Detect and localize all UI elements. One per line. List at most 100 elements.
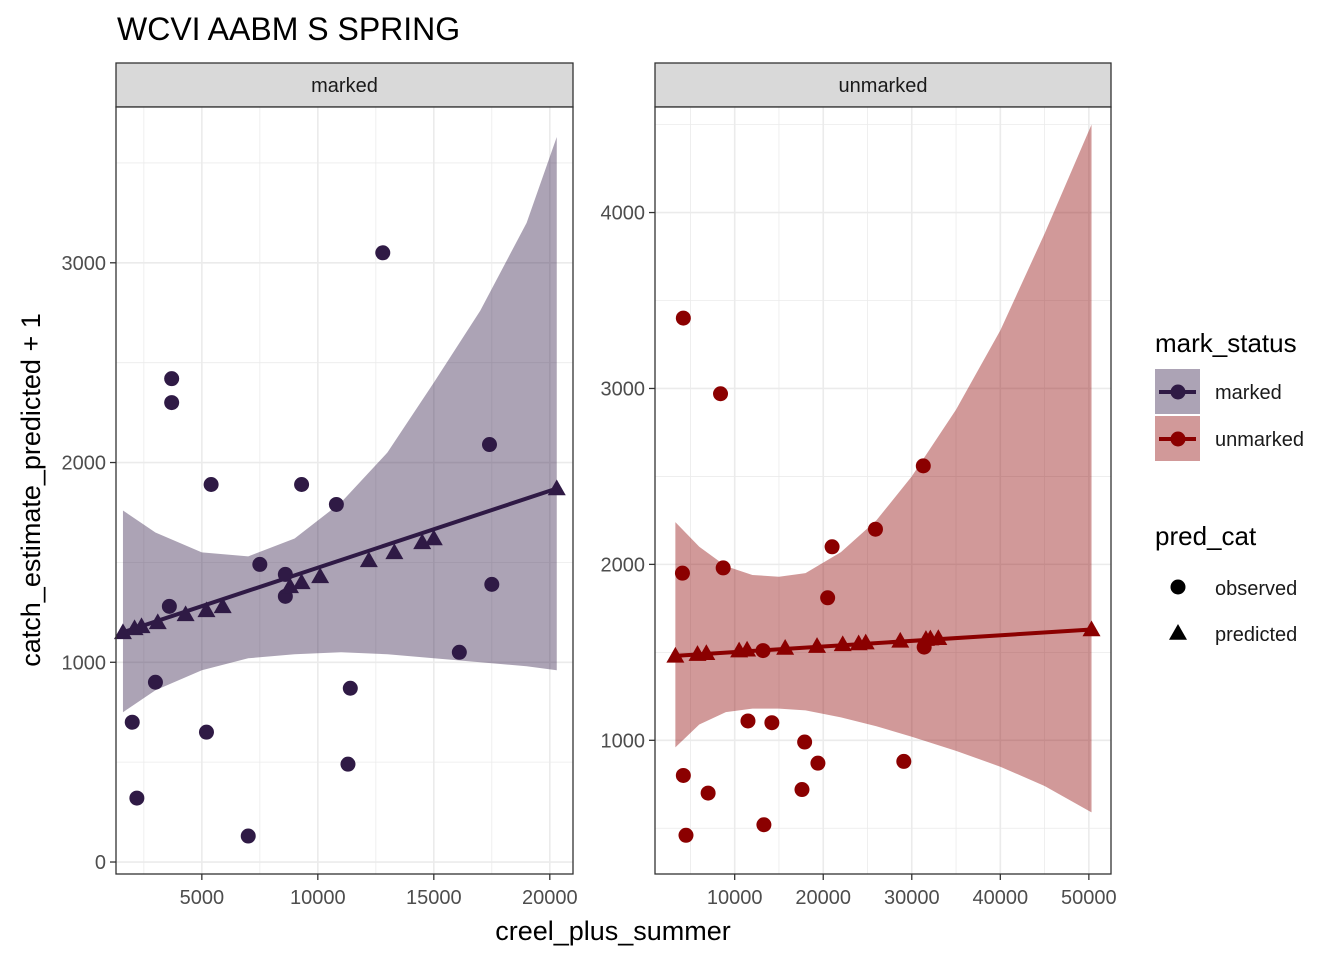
observed-point: [810, 755, 826, 771]
legend-label: unmarked: [1215, 429, 1304, 451]
predicted-point: [213, 597, 232, 614]
observed-point: [124, 714, 140, 730]
observed-point: [755, 643, 771, 659]
y-tick-label: 1000: [62, 652, 107, 674]
strip-bg: [654, 62, 1112, 108]
predicted-point: [176, 605, 195, 622]
legend-key-circle: [1170, 579, 1186, 595]
observed-point: [678, 827, 694, 843]
chart-title: WCVI AABM S SPRING: [117, 11, 460, 47]
legend-label: predicted: [1215, 624, 1297, 646]
x-tick-label: 5000: [180, 887, 225, 909]
strip-label: marked: [311, 75, 378, 97]
predicted-points: [666, 620, 1101, 663]
observed-point: [203, 477, 219, 493]
legend-entry-unmarked: unmarked: [1155, 416, 1304, 461]
observed-point: [328, 496, 344, 512]
observed-point: [277, 566, 293, 582]
predicted-point: [891, 631, 910, 648]
observed-point: [764, 715, 780, 731]
observed-point: [797, 734, 813, 750]
legend-title-shape: pred_cat: [1155, 521, 1257, 551]
legend-title-color: mark_status: [1155, 328, 1297, 358]
y-tick-label: 3000: [601, 378, 646, 400]
predicted-point: [311, 567, 330, 584]
y-tick-label: 2000: [601, 554, 646, 576]
x-tick-label: 20000: [795, 887, 851, 909]
legend-label: marked: [1215, 382, 1282, 404]
observed-point: [340, 756, 356, 772]
predicted-point: [929, 629, 948, 646]
y-tick-label: 3000: [62, 253, 107, 275]
x-tick-label: 50000: [1061, 887, 1117, 909]
y-tick-label: 2000: [62, 453, 107, 475]
legend-entry-observed: observed: [1170, 578, 1297, 600]
predicted-point: [1082, 620, 1101, 637]
observed-point: [700, 785, 716, 801]
strip-label: unmarked: [839, 75, 928, 97]
panel-marked: marked 5000 10000 15000 20000 0 1000 2000 3000: [62, 62, 578, 909]
observed-point: [674, 565, 690, 581]
legend-key-triangle: [1169, 624, 1187, 640]
predicted-point: [385, 543, 404, 560]
legend-label: observed: [1215, 578, 1297, 600]
observed-point: [740, 713, 756, 729]
legend-key-point: [1170, 431, 1186, 447]
predicted-point: [424, 529, 443, 546]
x-tick-label: 15000: [406, 887, 462, 909]
observed-points: [674, 310, 932, 843]
observed-point: [481, 437, 497, 453]
observed-point: [713, 386, 729, 402]
observed-point: [198, 724, 214, 740]
legend-key-point: [1170, 384, 1186, 400]
predicted-point: [547, 479, 566, 496]
y-tick-label: 4000: [601, 203, 646, 225]
x-tick-label: 30000: [884, 887, 940, 909]
observed-point: [867, 521, 883, 537]
observed-point: [342, 680, 358, 696]
predicted-point: [413, 533, 432, 550]
predicted-point: [197, 601, 216, 618]
panel-unmarked: unmarked 10000 20000 30000 40000 50000 1000 200…: [601, 62, 1117, 909]
gridlines: [655, 107, 1111, 874]
predicted-point: [292, 573, 311, 590]
legend-entry-predicted: predicted: [1169, 624, 1297, 646]
panel-border: [115, 106, 574, 875]
confidence-band: [122, 136, 557, 713]
confidence-band: [675, 124, 1092, 813]
predicted-point: [697, 644, 716, 660]
predicted-point: [280, 577, 299, 594]
observed-point: [756, 817, 772, 833]
predicted-point: [808, 637, 827, 653]
observed-point: [240, 828, 256, 844]
axis-ticks: 10000 20000 30000 40000 50000 1000 2000 3000 400…: [601, 203, 1117, 909]
y-tick-label: 0: [95, 852, 106, 874]
y-tick-label: 1000: [601, 730, 646, 752]
observed-point: [820, 590, 836, 606]
predicted-point: [666, 646, 685, 663]
observed-point: [675, 767, 691, 783]
predicted-point: [833, 635, 852, 652]
legend-entry-marked: marked: [1155, 369, 1282, 414]
y-axis-label: catch_estimate_predicted + 1: [16, 313, 46, 666]
observed-point: [794, 782, 810, 798]
predicted-point: [856, 633, 875, 650]
panel-border: [654, 106, 1112, 875]
strip-bg: [115, 62, 574, 108]
predicted-points: [113, 479, 566, 640]
fit-line: [122, 486, 558, 635]
predicted-point: [776, 638, 795, 655]
panel-background: [116, 107, 573, 874]
observed-point: [129, 790, 145, 806]
predicted-point: [148, 613, 167, 630]
predicted-point: [738, 640, 757, 657]
observed-point: [484, 576, 500, 592]
observed-point: [375, 245, 391, 261]
predicted-point: [113, 623, 132, 640]
gridlines: [116, 107, 573, 874]
observed-point: [147, 674, 163, 690]
observed-point: [715, 560, 731, 576]
panel-background: [655, 107, 1111, 874]
